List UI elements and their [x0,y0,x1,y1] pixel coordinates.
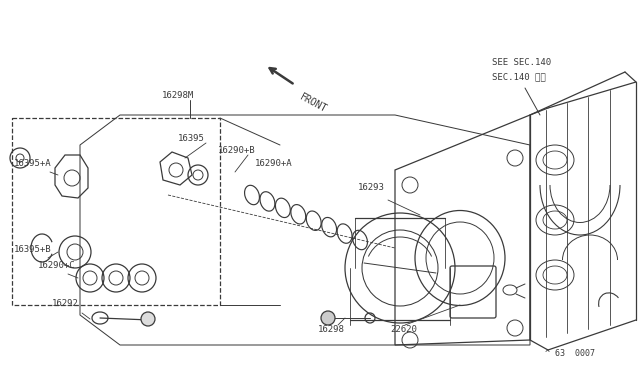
Circle shape [321,311,335,325]
Text: 16395: 16395 [178,134,205,143]
Text: 16290+B: 16290+B [218,146,255,155]
Text: 16395+B: 16395+B [14,245,52,254]
Text: ^ 63  0007: ^ 63 0007 [545,349,595,358]
Text: 16290+A: 16290+A [255,159,292,168]
Text: SEE SEC.140: SEE SEC.140 [492,58,551,67]
Text: 16293: 16293 [358,183,385,192]
Text: SEC.140 参照: SEC.140 参照 [492,72,546,81]
Text: 16290+C: 16290+C [38,261,76,270]
Circle shape [141,312,155,326]
Text: 16292: 16292 [52,299,79,308]
Text: 16395+A: 16395+A [14,159,52,168]
Text: 22620: 22620 [390,325,417,334]
Text: 16298: 16298 [318,325,345,334]
Text: FRONT: FRONT [298,92,328,115]
Text: 16298M: 16298M [162,91,195,100]
